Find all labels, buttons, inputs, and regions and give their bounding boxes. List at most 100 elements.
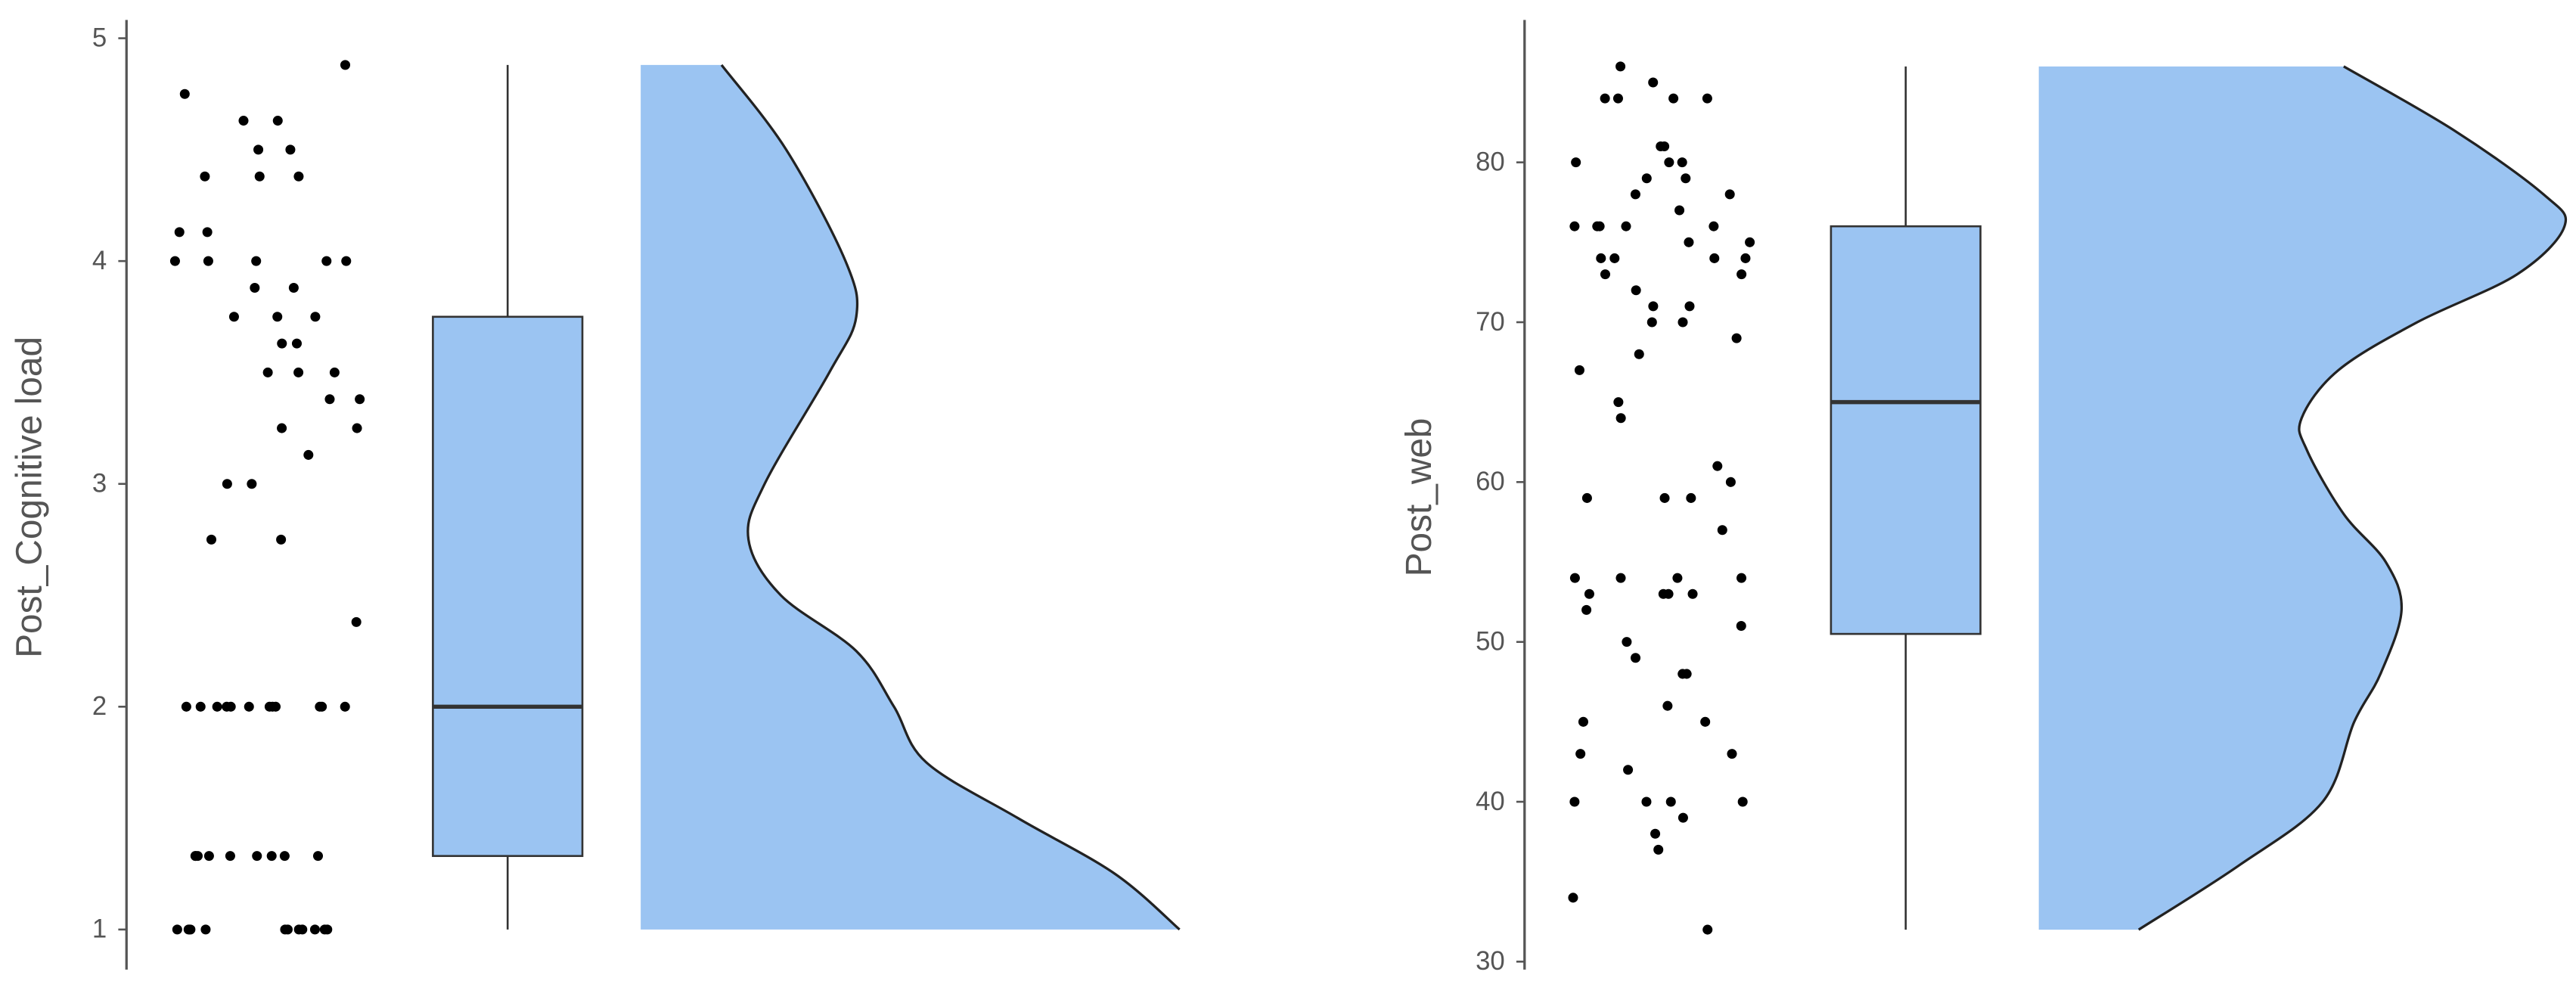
data-point — [225, 851, 235, 862]
data-point — [1668, 93, 1679, 104]
data-point — [1672, 573, 1683, 583]
data-point — [293, 924, 304, 935]
data-point — [1634, 349, 1644, 359]
data-point — [324, 394, 335, 405]
data-point — [1687, 588, 1698, 599]
data-point — [183, 924, 194, 935]
data-point — [247, 479, 257, 489]
data-point — [1623, 765, 1634, 775]
data-point — [1631, 285, 1641, 296]
density-fill — [641, 64, 1180, 930]
density-fill — [2038, 66, 2566, 930]
data-point — [264, 701, 275, 712]
data-point — [195, 701, 206, 712]
box — [432, 315, 584, 857]
data-point — [1584, 588, 1594, 599]
data-point — [1575, 749, 1586, 759]
data-point — [277, 338, 287, 349]
data-point — [1581, 492, 1592, 503]
density-outline — [2137, 65, 2567, 931]
data-point — [179, 88, 190, 99]
data-point — [1731, 333, 1742, 343]
data-point — [1740, 253, 1751, 263]
data-point — [285, 144, 296, 155]
data-point — [1650, 828, 1661, 839]
data-point — [1641, 173, 1652, 184]
data-point — [1615, 61, 1626, 72]
data-point — [1725, 477, 1736, 487]
data-point — [291, 338, 302, 349]
data-point — [282, 924, 293, 935]
data-point — [203, 256, 213, 266]
data-point — [1681, 173, 1691, 184]
panel: 30 40 50 60 70 80 Post_web — [1399, 20, 2567, 976]
data-point — [1578, 716, 1588, 727]
data-point — [1678, 317, 1688, 328]
data-point — [340, 701, 350, 712]
y-tick-label: 40 — [1476, 787, 1505, 816]
data-point — [1594, 221, 1605, 231]
data-point — [1709, 253, 1720, 263]
data-point — [1678, 812, 1688, 823]
data-point — [172, 924, 182, 935]
data-point — [1621, 221, 1631, 231]
data-point — [293, 171, 304, 182]
data-point — [1686, 492, 1696, 503]
y-axis-label: Post_Cognitive load — [9, 337, 49, 658]
data-point — [1736, 621, 1746, 632]
data-point — [352, 423, 362, 433]
data-point — [1569, 221, 1580, 231]
data-point — [340, 60, 351, 70]
data-point — [200, 924, 211, 935]
data-point — [1653, 844, 1664, 855]
y-tick-label: 60 — [1476, 467, 1505, 496]
data-point — [1622, 637, 1632, 647]
data-point — [206, 534, 217, 545]
data-point — [250, 282, 260, 293]
y-axis-label: Post_web — [1399, 418, 1439, 577]
data-point — [272, 116, 283, 126]
data-point — [1571, 157, 1581, 168]
data-point — [1641, 796, 1652, 807]
data-point — [279, 851, 290, 862]
y-tick-label: 70 — [1476, 308, 1505, 337]
data-point — [351, 616, 362, 627]
data-point — [341, 256, 352, 266]
data-point — [169, 256, 180, 266]
density-outline — [720, 64, 1181, 931]
y-tick-label: 1 — [92, 915, 107, 944]
data-point — [244, 701, 254, 712]
box — [1830, 225, 1982, 635]
y-tick-label: 5 — [92, 23, 107, 52]
data-point — [329, 367, 340, 377]
data-point — [222, 479, 232, 489]
data-point — [1737, 796, 1748, 807]
data-point — [317, 701, 327, 712]
data-point — [252, 851, 262, 862]
data-point — [1684, 301, 1695, 312]
data-point — [1646, 317, 1657, 328]
data-point — [238, 116, 249, 126]
data-point — [200, 171, 210, 182]
data-point — [1665, 796, 1676, 807]
data-point — [1581, 604, 1592, 615]
data-point — [222, 701, 232, 712]
data-point — [1656, 141, 1666, 152]
data-point — [251, 256, 262, 266]
data-point — [181, 701, 191, 712]
y-tick-label: 30 — [1476, 947, 1505, 976]
data-point — [1684, 237, 1694, 247]
data-point — [174, 227, 185, 238]
data-point — [1600, 269, 1610, 280]
data-point — [309, 924, 320, 935]
data-point — [202, 227, 213, 238]
data-point — [1745, 237, 1755, 247]
data-point — [276, 534, 287, 545]
data-point — [262, 367, 273, 377]
data-point — [312, 851, 324, 862]
y-tick-label: 4 — [92, 247, 107, 275]
data-point — [254, 171, 265, 182]
y-tick-label: 2 — [92, 692, 107, 721]
data-point — [1724, 189, 1735, 200]
